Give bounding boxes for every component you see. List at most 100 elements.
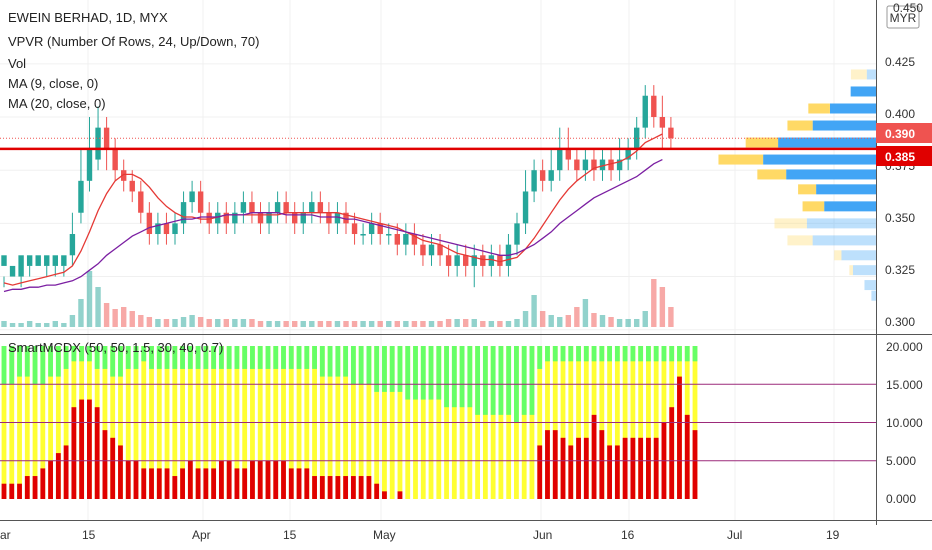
mcdx-green-bar xyxy=(133,346,139,369)
volume-bar xyxy=(471,319,477,327)
mcdx-red-bar xyxy=(24,476,30,499)
mcdx-red-bar xyxy=(358,476,364,499)
mcdx-green-bar xyxy=(451,346,457,408)
volume-bar xyxy=(138,315,144,327)
vpvr-down-bar xyxy=(774,218,807,229)
volume-bar xyxy=(403,321,409,327)
volume-bar xyxy=(249,319,255,327)
candle-body xyxy=(334,212,341,224)
candle-body xyxy=(642,95,648,128)
mcdx-green-bar xyxy=(40,346,46,385)
mcdx-green-bar xyxy=(71,346,77,362)
mcdx-green-bar xyxy=(444,346,449,408)
volume-bar xyxy=(35,323,41,327)
mcdx-green-bar xyxy=(327,346,333,377)
volume-bar xyxy=(377,321,383,327)
mcdx-red-bar xyxy=(568,445,574,499)
mcdx-red-bar xyxy=(560,437,566,499)
mcdx-green-bar xyxy=(250,346,255,369)
candle-body xyxy=(138,191,144,213)
mcdx-red-bar xyxy=(397,491,403,499)
candle-body xyxy=(274,202,281,213)
volume-bar xyxy=(95,287,101,327)
candle-body xyxy=(61,255,67,266)
time-tick: ar xyxy=(0,528,11,542)
volume-bar xyxy=(505,321,512,327)
vpvr-up-bar xyxy=(812,120,876,131)
volume-bar xyxy=(360,321,366,327)
mcdx-red-bar xyxy=(552,430,558,499)
vpvr-up-bar xyxy=(812,235,876,246)
mcdx-green-bar xyxy=(156,346,162,369)
volume-bar xyxy=(163,319,170,327)
candle-body xyxy=(309,202,315,213)
mcdx-green-bar xyxy=(312,346,317,369)
mcdx-red-bar xyxy=(257,460,263,499)
candle-body xyxy=(463,255,469,266)
time-axis[interactable]: ar 15 Apr 15 May Jun 16 Jul 19 xyxy=(0,528,840,542)
mcdx-green-bar xyxy=(366,346,372,385)
candle-body xyxy=(625,148,631,160)
mcdx-tick: 10.000 xyxy=(886,416,923,430)
candle-body xyxy=(283,202,289,213)
volume-bar xyxy=(386,321,392,327)
mcdx-green-bar xyxy=(102,346,108,369)
mcdx-red-bar xyxy=(296,468,302,499)
candle-body xyxy=(522,191,529,224)
mcdx-red-bar xyxy=(141,468,147,499)
volume-bar xyxy=(86,271,93,327)
volume-bar xyxy=(634,319,640,327)
mcdx-red-bar xyxy=(677,376,682,499)
volume-bar xyxy=(223,319,229,327)
mcdx-red-bar xyxy=(203,468,209,499)
candle-body xyxy=(454,255,460,266)
volume-bar xyxy=(52,321,58,327)
mcdx-red-bar xyxy=(250,460,255,499)
mcdx-green-bar xyxy=(576,346,581,362)
mcdx-red-bar xyxy=(110,437,116,499)
volume-bar xyxy=(368,321,375,327)
volume-bar xyxy=(625,319,631,327)
mcdx-green-bar xyxy=(389,346,395,392)
candle-body xyxy=(445,255,452,266)
volume-bar xyxy=(463,319,469,327)
volume-bar xyxy=(437,321,443,327)
mcdx-red-bar xyxy=(63,445,69,499)
volume-bar xyxy=(411,321,418,327)
candlesticks[interactable] xyxy=(1,85,674,288)
mcdx-red-bar xyxy=(172,476,178,499)
candle-body xyxy=(163,223,170,235)
mcdx-tick: 0.000 xyxy=(886,492,916,506)
price-tag-support-text: 0.385 xyxy=(885,150,915,164)
mcdx-green-bar xyxy=(420,346,426,400)
candle-body xyxy=(514,223,520,245)
mcdx-red-bar xyxy=(265,460,271,499)
mcdx-red-bar xyxy=(242,468,248,499)
candle-body xyxy=(480,255,486,266)
volume-bar xyxy=(1,321,7,327)
mcdx-green-bar xyxy=(187,346,193,369)
volume-bar xyxy=(18,323,24,327)
candle-body xyxy=(9,265,16,277)
volume-bar xyxy=(274,321,281,327)
time-tick: 15 xyxy=(283,528,297,542)
volume-bar xyxy=(557,317,563,327)
mcdx-green-bar xyxy=(242,346,248,369)
mcdx-green-bar xyxy=(583,346,589,362)
candle-body xyxy=(386,234,392,236)
time-tick: May xyxy=(373,528,396,542)
indicator-ma9: MA (9, close, 0) xyxy=(8,76,98,91)
volume-bar xyxy=(206,319,212,327)
mcdx-green-bar xyxy=(24,346,30,377)
mcdx-red-bar xyxy=(669,407,675,499)
mcdx-green-bar xyxy=(552,346,558,362)
candle-body xyxy=(488,255,495,266)
mcdx-green-bar xyxy=(436,346,442,400)
currency-button[interactable]: MYR xyxy=(886,5,920,29)
volume-bar xyxy=(197,317,204,327)
candle-body xyxy=(428,244,435,256)
candle-body xyxy=(437,244,443,256)
volume-bar xyxy=(514,319,520,327)
mcdx-tick: 5.000 xyxy=(886,454,916,468)
